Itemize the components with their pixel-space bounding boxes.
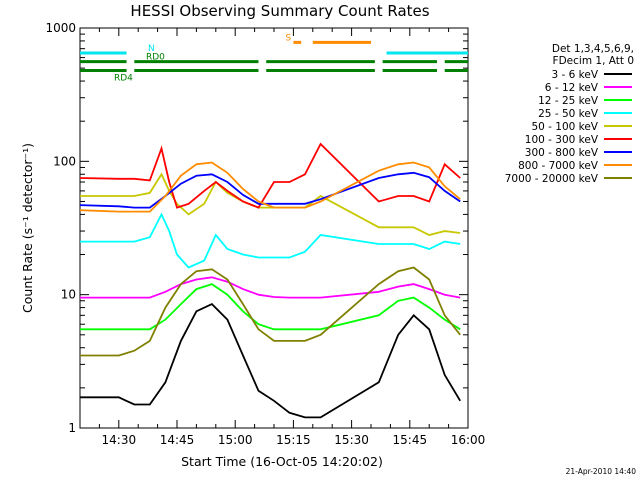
legend-label: 50 - 100 keV xyxy=(531,121,598,133)
series-lines xyxy=(79,142,461,419)
series-line xyxy=(80,283,461,331)
state-bar-label: RD0 xyxy=(146,53,165,63)
legend-label: 6 - 12 keV xyxy=(545,82,599,94)
x-tick-label: 14:45 xyxy=(160,433,195,447)
legend: Det 1,3,4,5,6,9,FDecim 1, Att 0 3 - 6 keV… xyxy=(505,43,634,185)
series-line xyxy=(80,212,461,269)
x-tick-label: 15:45 xyxy=(393,433,428,447)
x-axis-label: Start Time (16-Oct-05 14:20:02) xyxy=(181,454,383,469)
series-line xyxy=(80,266,461,357)
series-line xyxy=(79,171,461,209)
x-tick-label: 14:30 xyxy=(102,433,137,447)
y-axis-label: Count Rate (s⁻¹ detector⁻¹) xyxy=(20,143,35,313)
state-bar-label: N xyxy=(148,44,155,54)
x-tick-label: 15:15 xyxy=(276,433,311,447)
legend-label: 3 - 6 keV xyxy=(551,69,598,81)
y-tick-label: 1000 xyxy=(45,21,76,35)
legend-label: 25 - 50 keV xyxy=(538,108,599,120)
timestamp: 21-Apr-2010 14:40 xyxy=(566,467,637,476)
y-tick-label: 1 xyxy=(68,421,76,435)
series-line xyxy=(79,142,461,209)
x-tick-label: 16:00 xyxy=(451,433,486,447)
legend-header: FDecim 1, Att 0 xyxy=(553,55,634,67)
chart-title: HESSI Observing Summary Count Rates xyxy=(130,2,429,20)
y-tick-label: 100 xyxy=(53,154,76,168)
legend-header: Det 1,3,4,5,6,9, xyxy=(552,43,634,55)
series-line xyxy=(80,303,461,419)
x-tick-label: 15:30 xyxy=(334,433,369,447)
state-bar-label: RD4 xyxy=(114,74,133,84)
legend-label: 7000 - 20000 keV xyxy=(505,173,599,185)
x-tick-label: 15:00 xyxy=(218,433,253,447)
series-line xyxy=(79,161,461,213)
legend-label: 12 - 25 keV xyxy=(538,95,599,107)
series-line xyxy=(80,276,461,299)
legend-label: 800 - 7000 keV xyxy=(518,160,599,172)
state-bar-label: S xyxy=(285,33,291,43)
y-tick-label: 10 xyxy=(61,288,76,302)
x-axis: 14:30 14:45 15:00 15:15 15:30 15:45 16:00 xyxy=(98,28,486,447)
y-axis: 1 10 100 1000 xyxy=(45,21,468,435)
legend-label: 100 - 300 keV xyxy=(525,134,599,146)
legend-label: 300 - 800 keV xyxy=(525,147,599,159)
